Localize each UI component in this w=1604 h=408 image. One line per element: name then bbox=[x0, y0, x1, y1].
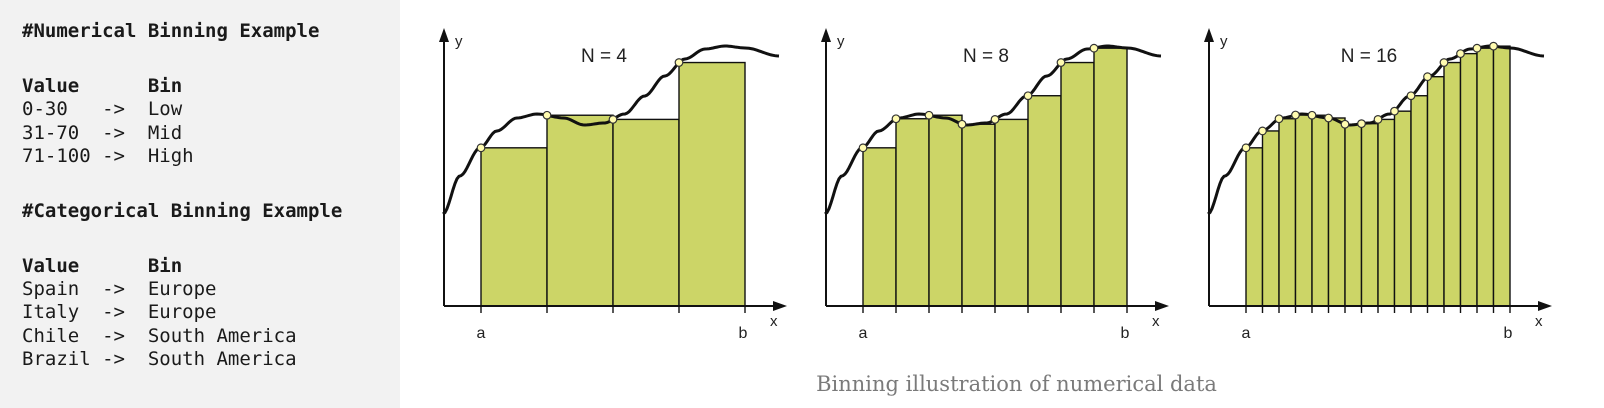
bin-bar bbox=[1377, 118, 1396, 307]
sample-point bbox=[891, 114, 901, 124]
bin-bar bbox=[1261, 130, 1280, 307]
sample-point bbox=[1089, 43, 1099, 53]
sample-point bbox=[990, 115, 1000, 124]
bin-bar bbox=[1344, 123, 1363, 307]
numerical-row: 31-70 -> Mid bbox=[22, 121, 183, 144]
numerical-row: 71-100 -> High bbox=[22, 144, 194, 167]
a-label: a bbox=[859, 325, 868, 342]
y-axis-label: y bbox=[455, 33, 463, 50]
sample-point bbox=[674, 58, 684, 67]
sample-point bbox=[1489, 41, 1498, 51]
bin-bar bbox=[1443, 61, 1462, 307]
bin-bar bbox=[1093, 47, 1128, 307]
sample-point bbox=[1291, 110, 1300, 120]
bin-bar bbox=[1393, 110, 1412, 307]
bin-bar bbox=[1027, 95, 1062, 307]
bin-bar bbox=[1327, 117, 1346, 307]
numerical-heading: #Numerical Binning Example bbox=[22, 20, 320, 42]
x-axis-arrow bbox=[773, 301, 787, 311]
b-label: b bbox=[739, 325, 748, 342]
sample-point bbox=[924, 110, 934, 120]
sample-point bbox=[1258, 126, 1267, 136]
sample-point bbox=[1340, 119, 1350, 129]
sample-point bbox=[1056, 58, 1066, 67]
sample-point bbox=[1390, 106, 1399, 116]
b-label: b bbox=[1504, 325, 1513, 342]
bin-bar bbox=[1278, 118, 1297, 307]
bin-bar bbox=[928, 114, 963, 307]
bin-bar bbox=[480, 147, 548, 307]
x-axis-label: x bbox=[1535, 313, 1543, 330]
categorical-table-header: Value Bin bbox=[22, 254, 183, 277]
numerical-table-header: Value Bin bbox=[22, 74, 183, 97]
bin-bar bbox=[1060, 61, 1095, 307]
numerical-row: 0-30 -> Low bbox=[22, 98, 183, 121]
sample-point bbox=[1456, 49, 1465, 59]
sample-point bbox=[1274, 114, 1284, 124]
bin-bar bbox=[1245, 147, 1264, 307]
bin-bar bbox=[546, 114, 614, 307]
bin-bar bbox=[1459, 52, 1478, 307]
sample-point bbox=[1357, 119, 1366, 129]
bin-bar bbox=[612, 118, 680, 307]
bin-bar bbox=[1311, 114, 1330, 307]
b-label: b bbox=[1121, 325, 1130, 342]
categorical-row: Spain -> Europe bbox=[22, 277, 217, 300]
y-axis-arrow bbox=[1204, 28, 1214, 42]
categorical-heading: #Categorical Binning Example bbox=[22, 199, 343, 222]
bin-bar bbox=[994, 118, 1029, 307]
binning-figure: N = 4 y x a b N = 8 y x a b N = 16 y x a b Binning ill… bbox=[429, 0, 1604, 408]
a-label: a bbox=[1242, 325, 1251, 342]
sample-point bbox=[1307, 110, 1317, 120]
sample-point bbox=[1373, 115, 1383, 124]
sample-point bbox=[1324, 113, 1333, 123]
bin-bar bbox=[1294, 114, 1313, 307]
bin-bar bbox=[961, 123, 996, 307]
y-axis-arrow bbox=[821, 28, 831, 42]
sample-point bbox=[957, 119, 967, 129]
y-axis-arrow bbox=[439, 28, 449, 42]
sample-point bbox=[476, 143, 486, 153]
x-axis-label: x bbox=[1152, 313, 1160, 330]
bin-bar bbox=[678, 61, 746, 307]
code-panel: #Numerical Binning Example Value Bin 0-3… bbox=[0, 0, 400, 408]
panel-label: N = 16 bbox=[1341, 46, 1398, 67]
sample-point bbox=[858, 143, 868, 153]
x-axis-label: x bbox=[770, 313, 778, 330]
bin-bar bbox=[1360, 122, 1379, 307]
a-label: a bbox=[477, 325, 486, 342]
figure-caption: Binning illustration of numerical data bbox=[816, 372, 1217, 396]
sample-point bbox=[1023, 91, 1033, 101]
categorical-row: Italy -> Europe bbox=[22, 301, 217, 324]
binning-diagrams: N = 4 y x a b N = 8 y x a b N = 16 y x a b bbox=[439, 28, 1552, 342]
panel-label: N = 4 bbox=[581, 46, 627, 67]
categorical-row: Chile -> South America bbox=[22, 324, 297, 347]
bin-bar bbox=[1410, 95, 1429, 307]
bin-bar bbox=[1426, 75, 1445, 307]
x-axis-arrow bbox=[1155, 301, 1169, 311]
sample-point bbox=[608, 115, 618, 124]
sample-point bbox=[1241, 143, 1251, 153]
bin-bar bbox=[895, 118, 930, 307]
sample-point bbox=[1472, 43, 1482, 53]
x-axis-arrow bbox=[1538, 301, 1552, 311]
bin-bar bbox=[1492, 45, 1511, 307]
panel-label: N = 8 bbox=[963, 46, 1009, 67]
sample-point bbox=[1406, 91, 1416, 101]
sample-point bbox=[1439, 58, 1449, 67]
sample-point bbox=[1423, 72, 1432, 82]
bin-bar bbox=[1476, 47, 1495, 307]
categorical-row: Brazil -> South America bbox=[22, 348, 297, 371]
sample-point bbox=[542, 110, 552, 120]
y-axis-label: y bbox=[1220, 33, 1228, 50]
y-axis-label: y bbox=[837, 33, 845, 50]
bin-bar bbox=[862, 147, 897, 307]
